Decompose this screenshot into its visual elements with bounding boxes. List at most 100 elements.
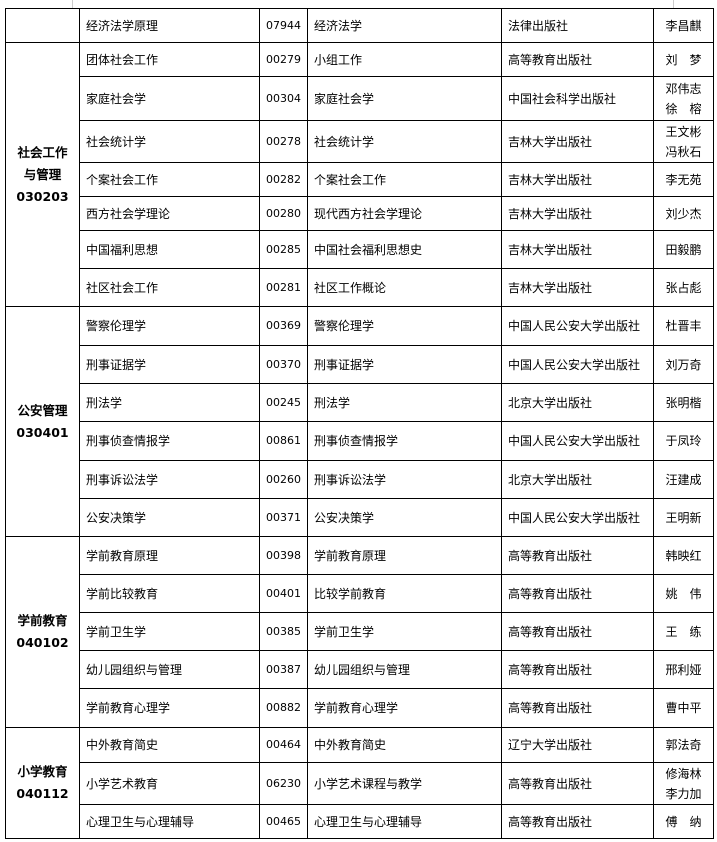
textbook-table: 经济法学原理 07944 经济法学 法律出版社 李昌麒 社会工作 与管理 030203 团体社… <box>5 8 714 839</box>
course-code: 00278 <box>259 120 308 163</box>
table-row: 社会统计学 00278 社会统计学 吉林大学出版社 王文彬 冯秋石 <box>6 120 714 163</box>
course-code: 00282 <box>259 162 308 197</box>
table-row: 家庭社会学 00304 家庭社会学 中国社会科学出版社 邓伟志 徐 榕 <box>6 76 714 121</box>
table-row: 小学教育 040112 中外教育简史 00464 中外教育简史 辽宁大学出版社 郭法奇 <box>5 727 714 839</box>
textbook-title: 刑事侦查情报学 <box>307 421 502 461</box>
table-row: 学前卫生学 00385 学前卫生学 高等教育出版社王 练 <box>6 612 714 651</box>
course-code: 00304 <box>259 76 308 121</box>
textbook-title: 社区工作概论 <box>307 268 502 307</box>
table-row: 心理卫生与心理辅导 00465 心理卫生与心理辅导 高等教育出版社傅 纳 <box>6 804 714 839</box>
course-name: 社区社会工作 <box>79 268 260 307</box>
course-name: 刑事侦查情报学 <box>79 421 260 461</box>
major-code: 030203 <box>16 188 69 204</box>
textbook-title: 现代西方社会学理论 <box>307 196 502 231</box>
major-name: 小学教育 <box>17 764 68 779</box>
textbook-title: 公安决策学 <box>307 498 502 537</box>
author: 曹中平 <box>653 688 714 728</box>
author: 郭法奇 <box>653 727 714 763</box>
course-name: 西方社会学理论 <box>79 196 260 231</box>
course-code: 00385 <box>259 612 308 651</box>
course-name: 学前教育原理 <box>79 536 260 575</box>
author: 张明楷 <box>653 383 714 422</box>
textbook-title: 社会统计学 <box>307 120 502 163</box>
author: 李昌麒 <box>653 8 714 43</box>
author: 刘 梦 <box>653 42 714 77</box>
course-code: 00369 <box>259 306 308 346</box>
author: 田毅鹏 <box>653 230 714 269</box>
major-code: 030401 <box>16 424 69 440</box>
major-name: 学前教育 <box>17 613 68 628</box>
publisher: 中国人民公安大学出版社 <box>501 345 654 384</box>
publisher: 中国人民公安大学出版社 <box>501 421 654 461</box>
course-code: 00465 <box>259 804 308 839</box>
course-code: 00280 <box>259 196 308 231</box>
table-row: 中国福利思想 00285 中国社会福利思想史 吉林大学出版社 田毅鹏 <box>6 230 714 269</box>
major-code: 040102 <box>16 635 69 650</box>
table-row: 经济法学原理 07944 经济法学 法律出版社 李昌麒 <box>5 8 714 43</box>
major-cell <box>5 8 80 43</box>
course-name: 心理卫生与心理辅导 <box>79 804 260 839</box>
table-row: 学前教育 040102 学前教育原理 00398 学前教育原理 高等教育出版社 韩映红 <box>5 536 714 728</box>
major-cell: 学前教育 040102 <box>5 536 80 728</box>
course-name: 幼儿园组织与管理 <box>79 650 260 689</box>
course-name: 个案社会工作 <box>79 162 260 197</box>
course-code: 06230 <box>259 762 308 805</box>
course-code: 00387 <box>259 650 308 689</box>
author: 修海林 李力加 <box>653 762 714 805</box>
course-code: 00245 <box>259 383 308 422</box>
course-code: 00285 <box>259 230 308 269</box>
course-code: 00861 <box>259 421 308 461</box>
course-name: 学前比较教育 <box>79 574 260 613</box>
publisher: 高等教育出版社 <box>501 804 654 839</box>
major-cell: 小学教育 040112 <box>5 727 80 839</box>
major-name: 公安管理 <box>17 402 68 418</box>
course-name: 社会统计学 <box>79 120 260 163</box>
course-code: 00464 <box>259 727 308 763</box>
course-name: 家庭社会学 <box>79 76 260 121</box>
textbook-title: 学前教育原理 <box>307 536 502 575</box>
publisher: 北京大学出版社 <box>501 460 654 499</box>
table-row: 社区社会工作 00281 社区工作概论 吉林大学出版社 张占彪 <box>6 268 714 307</box>
author: 王文彬 冯秋石 <box>653 120 714 163</box>
author: 李无苑 <box>653 162 714 197</box>
publisher: 高等教育出版社 <box>501 688 654 728</box>
textbook-title: 幼儿园组织与管理 <box>307 650 502 689</box>
author: 汪建成 <box>653 460 714 499</box>
course-code: 00370 <box>259 345 308 384</box>
course-code: 00398 <box>259 536 308 575</box>
author: 王明新 <box>653 498 714 537</box>
table-row: 刑法学 00245 刑法学 北京大学出版社 张明楷 <box>6 383 714 422</box>
publisher: 高等教育出版社 <box>501 536 654 575</box>
textbook-title: 小学艺术课程与教学 <box>307 762 502 805</box>
course-name: 学前卫生学 <box>79 612 260 651</box>
table-row: 公安管理 030401 警察伦理学 00369 警察伦理学 中国人民公安大学出版社 杜晋丰 <box>5 306 714 537</box>
course-name: 经济法学原理 <box>79 8 260 43</box>
author: 张占彪 <box>653 268 714 307</box>
author: 邢利娅 <box>653 650 714 689</box>
textbook-title: 刑法学 <box>307 383 502 422</box>
publisher: 北京大学出版社 <box>501 383 654 422</box>
course-code: 00260 <box>259 460 308 499</box>
author: 刘万奇 <box>653 345 714 384</box>
publisher: 高等教育出版社 <box>501 42 654 77</box>
publisher: 吉林大学出版社 <box>501 162 654 197</box>
table-row: 个案社会工作 00282 个案社会工作 吉林大学出版社 李无苑 <box>6 162 714 197</box>
course-code: 07944 <box>259 8 308 43</box>
textbook-title: 中国社会福利思想史 <box>307 230 502 269</box>
course-code: 00371 <box>259 498 308 537</box>
textbook-title: 中外教育简史 <box>307 727 502 763</box>
major-cell: 社会工作 与管理 030203 <box>5 42 80 307</box>
publisher: 高等教育出版社 <box>501 762 654 805</box>
textbook-title: 经济法学 <box>307 8 502 43</box>
publisher: 高等教育出版社 <box>501 574 654 613</box>
course-name: 中国福利思想 <box>79 230 260 269</box>
textbook-title: 小组工作 <box>307 42 502 77</box>
author: 王 练 <box>653 612 714 651</box>
table-row: 幼儿园组织与管理 00387 幼儿园组织与管理 高等教育出版社 邢利娅 <box>6 650 714 689</box>
textbook-title: 比较学前教育 <box>307 574 502 613</box>
table-row: 刑事证据学 00370 刑事证据学 中国人民公安大学出版社 刘万奇 <box>6 345 714 384</box>
author: 刘少杰 <box>653 196 714 231</box>
author: 于凤玲 <box>653 421 714 461</box>
table-row: 刑事侦查情报学 00861 刑事侦查情报学 中国人民公安大学出版社 于凤玲 <box>6 421 714 461</box>
course-code: 00281 <box>259 268 308 307</box>
